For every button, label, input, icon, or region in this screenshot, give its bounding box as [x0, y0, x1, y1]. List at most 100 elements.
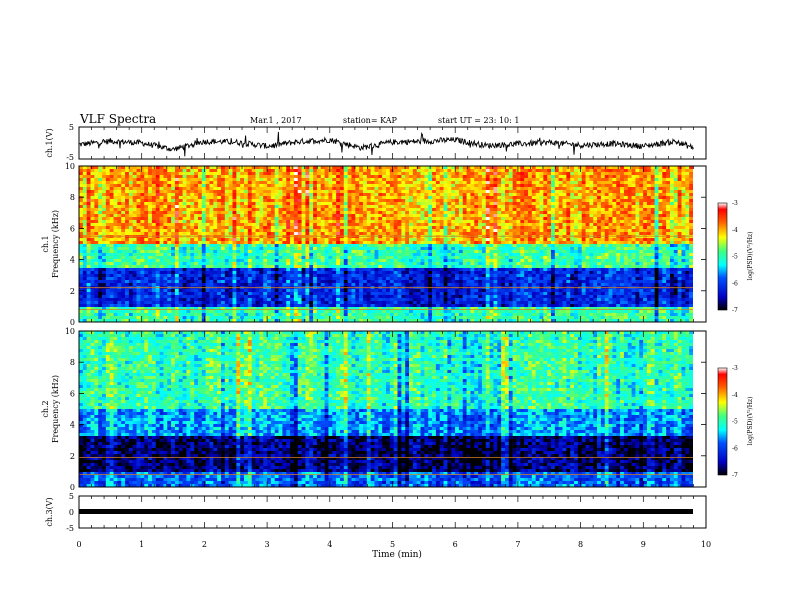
- ch1-spectrogram-cell: [82, 214, 87, 218]
- ch1-spectrogram-cell: [639, 247, 644, 251]
- ch1-spectrogram-cell: [650, 184, 655, 188]
- ch1-spectrogram-cell: [547, 220, 552, 224]
- ch1-spectrogram-cell: [432, 223, 437, 227]
- ch1-spectrogram-cell: [240, 184, 245, 188]
- ch1-spectrogram-cell: [531, 208, 536, 212]
- ch1-spectrogram-cell: [508, 241, 513, 245]
- ch1-spectrogram-cell: [650, 187, 655, 191]
- ch1-spectrogram-cell: [382, 253, 387, 257]
- ch1-spectrogram-cell: [562, 181, 567, 185]
- ch1-spectrogram-cell: [447, 184, 452, 188]
- ch1-spectrogram-cell: [217, 181, 222, 185]
- ch1-spectrogram-cell: [539, 217, 544, 221]
- ch1-spectrogram-cell: [378, 184, 383, 188]
- ch1-spectrogram-cell: [113, 175, 118, 179]
- ch1-spectrogram-cell: [274, 214, 279, 218]
- ch1-spectrogram-cell: [217, 196, 222, 200]
- ch1-spectrogram-cell: [186, 214, 191, 218]
- ch1-spectrogram-cell: [574, 232, 579, 236]
- ch1-spectrogram-cell: [228, 178, 233, 182]
- ch1-spectrogram-cell: [217, 202, 222, 206]
- ch1-spectrogram-cell: [470, 256, 475, 260]
- ch1-spectrogram-cell: [151, 253, 157, 257]
- ch1-spectrogram-cell: [86, 190, 91, 194]
- ch1-spectrogram-cell: [121, 223, 126, 227]
- ch1-spectrogram-cell: [201, 223, 206, 227]
- ch1-spectrogram-cell: [635, 247, 640, 251]
- ch1-spectrogram-cell: [370, 169, 375, 173]
- ch1-spectrogram-cell: [270, 172, 276, 176]
- ch1-spectrogram-cell: [232, 190, 237, 194]
- ch1-spectrogram-cell: [489, 250, 494, 254]
- ch1-spectrogram-cell: [654, 184, 659, 188]
- ch1-spectrogram-cell: [228, 208, 233, 212]
- ch1-spectrogram-cell: [531, 214, 536, 218]
- ch1-spectrogram-cell: [654, 196, 659, 200]
- ch1-spectrogram-cell: [128, 256, 134, 260]
- ch1-spectrogram-cell: [512, 169, 517, 173]
- ch1-spectrogram-cell: [554, 232, 559, 236]
- ch1-spectrogram-cell: [646, 208, 652, 212]
- ch1-spectrogram-cell: [316, 205, 322, 209]
- ch1-spectrogram-cell: [336, 175, 341, 179]
- ch1-spectrogram-cell: [447, 211, 452, 215]
- ch1-spectrogram-cell: [209, 226, 214, 230]
- ch1-spectrogram-cell: [209, 256, 214, 260]
- ch1-spectrogram-cell: [562, 166, 567, 170]
- ch1-spectrogram-cell: [163, 166, 168, 170]
- ch1-spectrogram-cell: [616, 235, 621, 239]
- ch1-spectrogram-cell: [470, 241, 475, 245]
- ch1-spectrogram-cell: [155, 256, 160, 260]
- ch1-spectrogram-cell: [240, 220, 245, 224]
- ch1-spectrogram-cell: [669, 166, 675, 170]
- ch1-spectrogram-cell: [220, 181, 226, 185]
- ch1-spectrogram-cell: [236, 208, 241, 212]
- ch1-spectrogram-cell: [190, 208, 195, 212]
- ch1-spectrogram-cell: [635, 169, 640, 173]
- ch1-spectrogram-cell: [286, 214, 291, 218]
- ch1-spectrogram-cell: [558, 226, 563, 230]
- ch1-spectrogram-cell: [155, 235, 160, 239]
- ch1-spectrogram-cell: [512, 253, 517, 257]
- ch1-spectrogram-cell: [428, 253, 433, 257]
- ch1-spectrogram-cell: [113, 169, 118, 173]
- ch1-spectrogram-cell: [301, 190, 306, 194]
- ch1-spectrogram-cell: [458, 238, 464, 242]
- ch1-spectrogram-cell: [581, 229, 586, 233]
- ch1-spectrogram-cell: [98, 244, 103, 248]
- ch1-spectrogram-cell: [451, 244, 456, 248]
- ch1-spectrogram-cell: [90, 190, 95, 194]
- ch1-spectrogram-cell: [432, 199, 437, 203]
- ch1-spectrogram-cell: [309, 175, 314, 179]
- ch1-spectrogram-cell: [102, 217, 107, 221]
- ch1-spectrogram-cell: [224, 220, 229, 224]
- ch1-spectrogram-cell: [501, 241, 506, 245]
- ch1-spectrogram-cell: [474, 196, 479, 200]
- ch1-spectrogram-cell: [178, 181, 183, 185]
- ch1-spectrogram-cell: [386, 244, 391, 248]
- ch1-spectrogram-cell: [627, 244, 632, 248]
- ch1-spectrogram-cell: [94, 235, 99, 239]
- ch1-spectrogram-cell: [324, 205, 329, 209]
- ch1-spectrogram-cell: [478, 220, 483, 224]
- ch1-spectrogram-cell: [689, 175, 694, 179]
- ch1-spectrogram-cell: [159, 256, 164, 260]
- ch1-spectrogram-cell: [681, 214, 686, 218]
- ch1-spectrogram-cell: [478, 205, 483, 209]
- ch1-spectrogram-cell: [263, 208, 268, 212]
- ch1-spectrogram-cell: [247, 166, 252, 170]
- ch1-spectrogram-cell: [343, 169, 348, 173]
- ch1-spectrogram-cell: [604, 247, 609, 251]
- ch1-spectrogram-cell: [316, 238, 322, 242]
- ch1-spectrogram-cell: [155, 199, 160, 203]
- ch1-spectrogram-cell: [639, 232, 644, 236]
- ch1-spectrogram-cell: [167, 187, 172, 191]
- ch1-spectrogram-cell: [151, 211, 157, 215]
- ch1-spectrogram-cell: [593, 178, 598, 182]
- ch1-spectrogram-cell: [282, 205, 287, 209]
- ch1-spectrogram-cell: [286, 220, 291, 224]
- ch1-spectrogram-cell: [405, 229, 410, 233]
- ch1-spectrogram-cell: [597, 223, 602, 227]
- ch1-spectrogram-cell: [209, 232, 214, 236]
- ch1-spectrogram-cell: [585, 172, 590, 176]
